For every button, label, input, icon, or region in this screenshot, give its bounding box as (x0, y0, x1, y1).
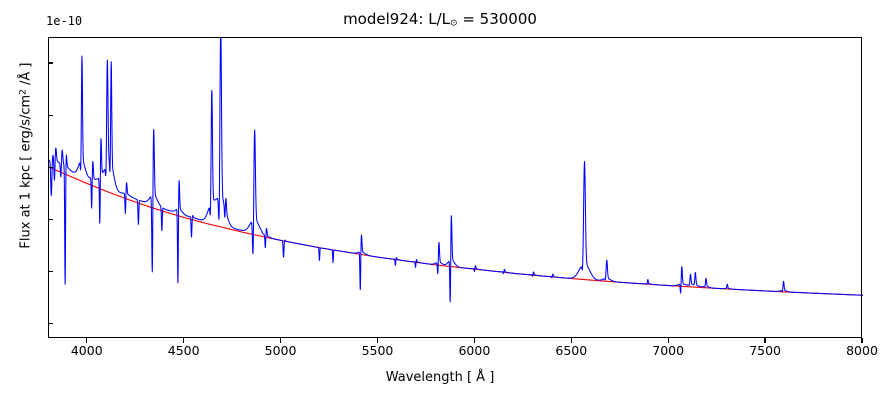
x-tick-mark (279, 338, 282, 343)
y-tick-mark (48, 166, 53, 168)
sun-symbol-icon: ⊙ (450, 18, 458, 29)
y-axis-label-exponent: 2 (18, 89, 29, 95)
x-tick-mark (570, 338, 572, 343)
x-tick-label: 7000 (652, 343, 685, 358)
continuum-line (49, 166, 863, 296)
x-tick-mark (86, 338, 88, 343)
x-tick-mark (473, 338, 475, 343)
x-tick-mark (183, 338, 185, 343)
x-tick-label: 5500 (361, 343, 394, 358)
x-tick-label: 8000 (846, 343, 878, 358)
x-tick-mark (764, 338, 766, 343)
spectrum-line (49, 38, 863, 303)
title-separator: : (418, 10, 429, 28)
y-tick-mark (48, 322, 53, 324)
plot-area (48, 37, 863, 338)
title-prefix: model924 (343, 10, 419, 28)
x-tick-label: 7500 (749, 343, 781, 358)
x-tick-mark (667, 338, 669, 343)
x-tick-label: 4000 (70, 343, 103, 358)
title-quantity: L/L (428, 10, 451, 28)
y-tick-mark (48, 62, 53, 64)
title-equals: = (457, 10, 480, 28)
y-tick-mark (48, 114, 53, 116)
x-tick-mark (376, 338, 379, 343)
chart-title: model924: L/L⊙ = 530000 (0, 10, 880, 29)
x-tick-label: 6500 (555, 343, 588, 358)
title-value: 530000 (479, 10, 537, 28)
plot-canvas (49, 38, 863, 303)
y-axis-label-main: Flux at 1 kpc [ erg/s/cm (18, 94, 34, 249)
y-axis-offset-text: 1e-10 (46, 14, 83, 28)
y-tick-mark (48, 270, 53, 272)
y-axis-label: Flux at 1 kpc [ erg/s/cm2 /Å ] (18, 6, 33, 306)
x-tick-mark (861, 338, 863, 343)
y-tick-mark (48, 218, 53, 220)
x-axis-label: Wavelength [ Å ] (385, 370, 495, 385)
x-tick-label: 6000 (458, 343, 491, 358)
y-axis-label-tail: /Å ] (18, 62, 34, 90)
x-tick-label: 5000 (264, 343, 297, 358)
x-tick-label: 4500 (167, 343, 200, 358)
